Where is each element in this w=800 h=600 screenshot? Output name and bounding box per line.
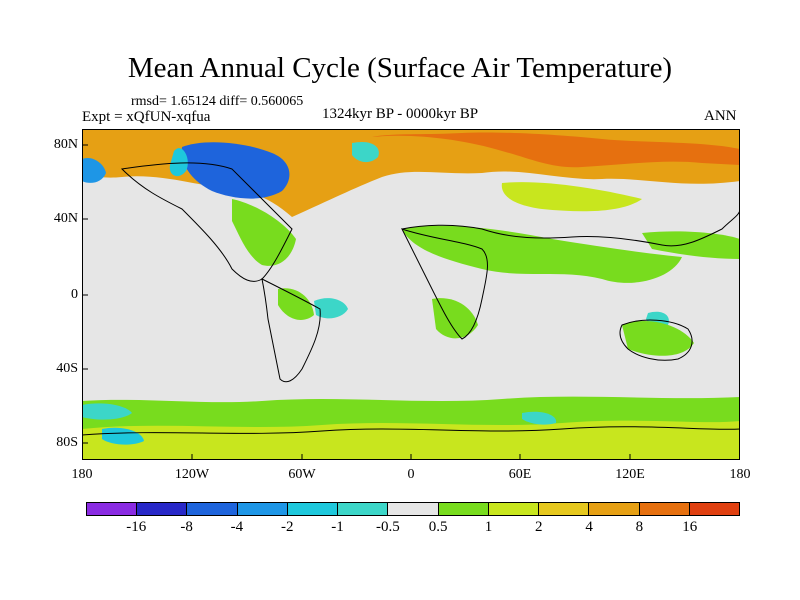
colorbar-tick-label: -16 — [126, 519, 147, 535]
colorbar-tick-label: -8 — [180, 519, 193, 535]
arctic-hot-core — [372, 132, 740, 168]
southern-ocean-band — [82, 396, 740, 429]
colorbar-swatch — [87, 503, 138, 515]
plot-title: Mean Annual Cycle (Surface Air Temperatu… — [127, 52, 673, 84]
colorbar-swatch — [539, 503, 590, 515]
colorbar-swatch — [187, 503, 238, 515]
canada-cold-region — [181, 142, 290, 199]
colorbar-swatch — [237, 503, 288, 515]
colorbar — [86, 502, 740, 516]
colorbar-swatch — [287, 503, 339, 515]
colorbar-swatch — [488, 503, 540, 515]
colorbar-tick-label: -4 — [230, 519, 244, 535]
eurasia-green — [402, 225, 682, 283]
colorbar-swatch — [388, 503, 439, 515]
lon-label-180w: 180 — [71, 467, 93, 482]
africa-green — [432, 298, 478, 339]
north-america-green — [232, 199, 296, 266]
lon-label-120w: 120W — [174, 467, 210, 482]
lat-label-eq: 0 — [71, 287, 78, 302]
south-america-green — [278, 288, 314, 320]
colorbar-swatch — [689, 503, 740, 515]
map-canvas — [82, 129, 740, 460]
colorbar-swatch — [438, 503, 489, 515]
amazon-cyan — [314, 298, 348, 319]
lat-label-40n: 40N — [53, 211, 78, 226]
experiment-label: Expt = xQfUN-xqfua — [82, 109, 211, 125]
rmsd-diff-stats: rmsd= 1.65124 diff= 0.560065 — [131, 94, 304, 109]
greenland-cyan — [352, 141, 379, 163]
colorbar-swatch — [639, 503, 690, 515]
lon-label-0: 0 — [407, 467, 415, 482]
period-label: 1324kyr BP - 0000kyr BP — [322, 106, 479, 122]
colorbar-tick-label: 1 — [484, 519, 493, 535]
colorbar-swatch — [137, 503, 188, 515]
lat-label-40s: 40S — [56, 361, 78, 376]
colorbar-tick-label: -0.5 — [375, 519, 400, 535]
temperature-difference-map — [82, 129, 740, 460]
antarctic-cyan-patch — [102, 427, 144, 445]
colorbar-tick-label: 0.5 — [428, 519, 448, 535]
antarctica-yellow — [82, 420, 740, 460]
southern-cyan-patch — [82, 403, 132, 420]
weddell-cyan-patch — [522, 411, 557, 425]
colorbar-tick-label: 8 — [635, 519, 644, 535]
canada-cyan-halo — [169, 148, 188, 177]
pacific-green — [642, 231, 740, 259]
colorbar-tick-label: -2 — [280, 519, 294, 535]
colorbar-tick-label: 2 — [535, 519, 543, 535]
colorbar-tick-label: -1 — [331, 519, 344, 535]
lon-label-180e: 180 — [729, 467, 751, 482]
coastlines — [82, 162, 740, 436]
alaska-cold-region — [82, 157, 106, 183]
australia-green — [622, 321, 694, 356]
colorbar-swatch — [338, 503, 389, 515]
colorbar-tick-label: 16 — [682, 519, 698, 535]
eurasia-yellow — [501, 182, 642, 212]
lon-label-60e: 60E — [508, 467, 532, 482]
colorbar-swatch — [589, 503, 640, 515]
map-ticks — [82, 144, 631, 460]
season-label: ANN — [704, 108, 737, 124]
lon-label-60w: 60W — [288, 467, 316, 482]
lat-label-80n: 80N — [53, 137, 78, 152]
lat-label-80s: 80S — [56, 435, 78, 450]
colorbar-tick-label: 4 — [585, 519, 593, 535]
lon-label-120e: 120E — [615, 467, 645, 482]
